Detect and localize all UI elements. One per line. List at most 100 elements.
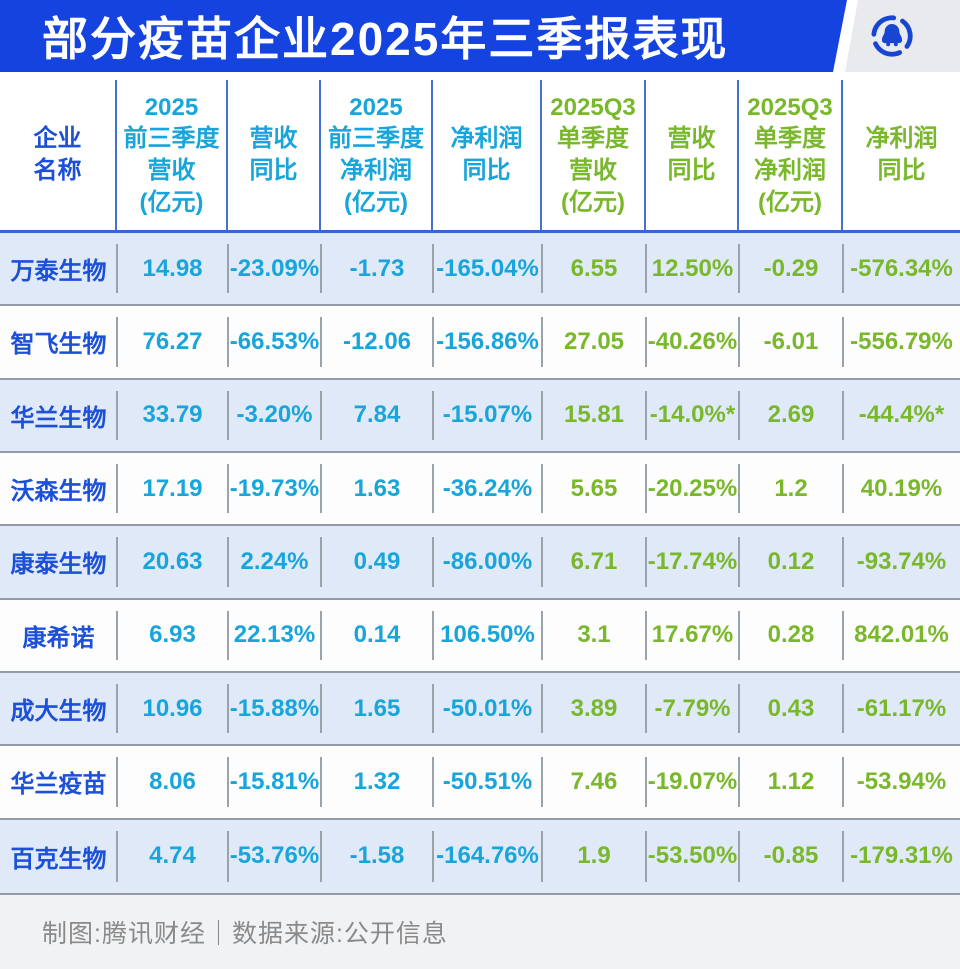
value-cell: -1.58 — [321, 820, 434, 893]
value-cell: -19.07% — [646, 746, 740, 817]
value-cell: -164.76% — [433, 820, 543, 893]
credit-text: 制图:腾讯财经｜数据来源:公开信息 — [42, 920, 448, 948]
value-cell: -0.85 — [739, 820, 844, 893]
value-cell: -93.74% — [856, 547, 947, 575]
value-cell: -20.25% — [646, 453, 740, 524]
value-cell: -6.01 — [739, 306, 844, 377]
company-name-cell: 万泰生物 — [0, 233, 118, 304]
header-banner: 部分疫苗企业2025年三季报表现 — [0, 0, 960, 72]
value-cell: 17.19 — [117, 453, 229, 524]
value-cell: 20.63 — [117, 526, 229, 597]
value-cell: -53.76% — [228, 820, 322, 893]
value-cell: -86.00% — [433, 526, 543, 597]
page-title: 部分疫苗企业2025年三季报表现 — [42, 13, 729, 65]
column-header-0: 企业 名称 — [0, 80, 117, 230]
value-cell: 5.65 — [542, 453, 647, 524]
table-row: 康希诺 6.93 22.13% 0.14 106.50% 3.1 17.67% 0.28 842… — [0, 599, 960, 673]
company-name-cell: 百克生物 — [0, 820, 118, 893]
table-row: 百克生物 4.74 -53.76% -1.58 -164.76% 1.9 -53.50% -0… — [0, 819, 960, 893]
value-cell: -61.17% — [856, 694, 947, 722]
value-cell: -44.4%* — [858, 401, 945, 429]
value-cell: -3.20% — [228, 380, 322, 451]
value-cell: -1.73 — [321, 233, 434, 304]
value-cell: 12.50% — [646, 233, 740, 304]
footer: 制图:腾讯财经｜数据来源:公开信息 — [0, 893, 960, 969]
value-cell: 4.74 — [117, 820, 229, 893]
value-cell: -12.06 — [321, 306, 434, 377]
value-cell: -66.53% — [228, 306, 322, 377]
value-cell: -556.79% — [850, 327, 953, 355]
value-cell: -0.29 — [739, 233, 844, 304]
value-cell: 2.69 — [739, 380, 844, 451]
value-cell: 3.89 — [542, 673, 647, 744]
value-cell: 27.05 — [542, 306, 647, 377]
value-cell: -53.94% — [856, 767, 947, 795]
table-body: 万泰生物 14.98 -23.09% -1.73 -165.04% 6.55 12.50% -… — [0, 233, 960, 893]
value-cell: 40.19% — [860, 474, 943, 502]
company-name-cell: 康希诺 — [0, 600, 118, 671]
column-header-7: 2025Q3 单季度 净利润 (亿元) — [739, 80, 843, 230]
value-cell: -156.86% — [433, 306, 543, 377]
value-cell: 33.79 — [117, 380, 229, 451]
value-cell: 76.27 — [117, 306, 229, 377]
value-cell: 15.81 — [542, 380, 647, 451]
value-cell: 1.63 — [321, 453, 434, 524]
column-header-8: 净利润 同比 — [865, 125, 938, 184]
column-header-6: 营收 同比 — [646, 80, 739, 230]
value-cell: 0.28 — [739, 600, 844, 671]
value-cell: 0.49 — [321, 526, 434, 597]
company-name-cell: 智飞生物 — [0, 306, 118, 377]
value-cell: 0.43 — [739, 673, 844, 744]
column-header-3: 2025 前三季度 净利润 (亿元) — [321, 80, 433, 230]
value-cell: -15.07% — [433, 380, 543, 451]
value-cell: 22.13% — [228, 600, 322, 671]
value-cell: 6.55 — [542, 233, 647, 304]
value-cell: 842.01% — [854, 621, 949, 649]
value-cell: -40.26% — [646, 306, 740, 377]
column-header-4: 净利润 同比 — [433, 80, 542, 230]
company-name-cell: 华兰生物 — [0, 380, 118, 451]
table-header-row: 企业 名称 2025 前三季度 营收 (亿元) 营收 同比 2025 前三季度 净利润… — [0, 80, 960, 233]
company-name-cell: 华兰疫苗 — [0, 746, 118, 817]
table-row: 沃森生物 17.19 -19.73% 1.63 -36.24% 5.65 -20.25% 1.… — [0, 453, 960, 527]
value-cell: -179.31% — [850, 842, 953, 870]
table-row: 智飞生物 76.27 -66.53% -12.06 -156.86% 27.05 -40.2… — [0, 306, 960, 380]
value-cell: 8.06 — [117, 746, 229, 817]
value-cell: -50.01% — [433, 673, 543, 744]
value-cell: 0.12 — [739, 526, 844, 597]
table-row: 康泰生物 20.63 2.24% 0.49 -86.00% 6.71 -17.74% 0.12… — [0, 526, 960, 600]
value-cell: 106.50% — [433, 600, 543, 671]
value-cell: -14.0%* — [646, 380, 740, 451]
value-cell: 17.67% — [646, 600, 740, 671]
value-cell: 6.93 — [117, 600, 229, 671]
value-cell: -17.74% — [646, 526, 740, 597]
value-cell: 3.1 — [542, 600, 647, 671]
table-row: 华兰生物 33.79 -3.20% 7.84 -15.07% 15.81 -14.0%* 2.… — [0, 379, 960, 453]
company-name-cell: 成大生物 — [0, 673, 118, 744]
value-cell: 6.71 — [542, 526, 647, 597]
table-row: 华兰疫苗 8.06 -15.81% 1.32 -50.51% 7.46 -19.07% 1.1… — [0, 746, 960, 820]
value-cell: 1.9 — [542, 820, 647, 893]
column-header-2: 营收 同比 — [228, 80, 321, 230]
value-cell: -165.04% — [433, 233, 543, 304]
value-cell: 7.46 — [542, 746, 647, 817]
company-name-cell: 沃森生物 — [0, 453, 118, 524]
tencent-news-penguin-icon — [871, 15, 913, 57]
value-cell: -15.88% — [228, 673, 322, 744]
value-cell: -576.34% — [850, 254, 953, 282]
value-cell: -50.51% — [433, 746, 543, 817]
column-header-5: 2025Q3 单季度 营收 (亿元) — [542, 80, 646, 230]
value-cell: -23.09% — [228, 233, 322, 304]
value-cell: 1.2 — [739, 453, 844, 524]
value-cell: -53.50% — [646, 820, 740, 893]
value-cell: 2.24% — [228, 526, 322, 597]
value-cell: 7.84 — [321, 380, 434, 451]
value-cell: 10.96 — [117, 673, 229, 744]
value-cell: 0.14 — [321, 600, 434, 671]
value-cell: 1.32 — [321, 746, 434, 817]
value-cell: -36.24% — [433, 453, 543, 524]
value-cell: 14.98 — [117, 233, 229, 304]
table-row: 万泰生物 14.98 -23.09% -1.73 -165.04% 6.55 12.50% -… — [0, 233, 960, 307]
table-row: 成大生物 10.96 -15.88% 1.65 -50.01% 3.89 -7.79% 0.4… — [0, 673, 960, 747]
company-name-cell: 康泰生物 — [0, 526, 118, 597]
